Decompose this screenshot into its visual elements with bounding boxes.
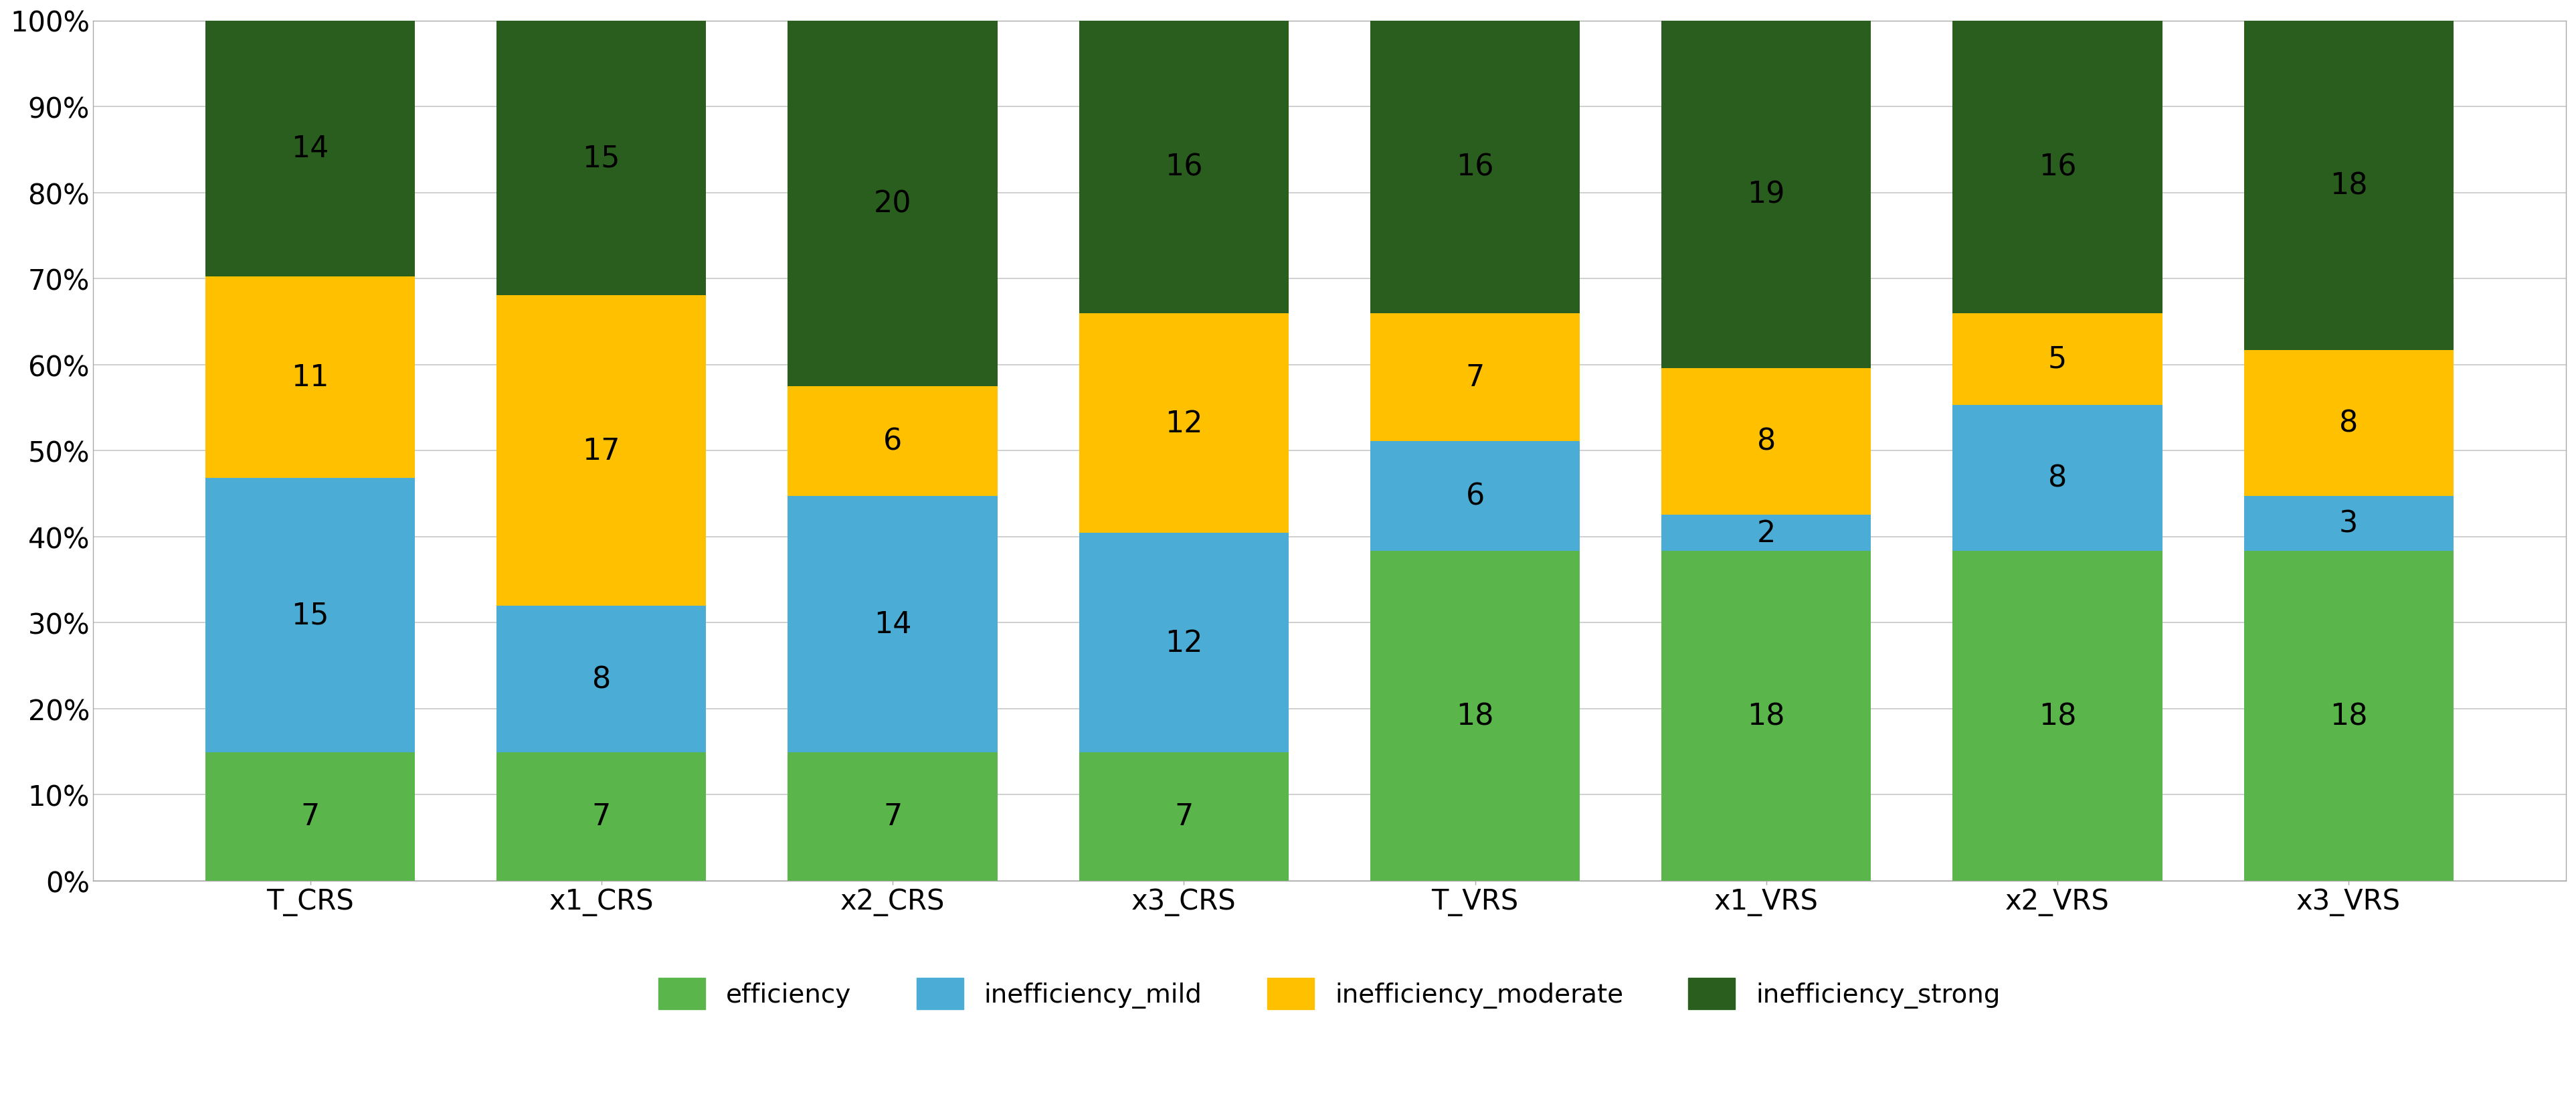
Bar [206, 478, 415, 753]
Text: 19: 19 [1747, 181, 1785, 210]
Bar [497, 607, 706, 753]
Bar [788, 387, 997, 497]
Text: 15: 15 [582, 144, 621, 173]
Text: 6: 6 [884, 427, 902, 456]
Text: 6: 6 [1466, 482, 1484, 511]
Bar [1662, 368, 1870, 515]
Bar [206, 277, 415, 478]
Text: 8: 8 [592, 665, 611, 694]
Bar [1370, 314, 1579, 441]
Bar [497, 295, 706, 607]
Bar [1370, 21, 1579, 314]
Bar [1079, 21, 1288, 314]
Text: 16: 16 [1455, 153, 1494, 182]
Text: 18: 18 [1747, 702, 1785, 731]
Bar [1953, 405, 2161, 551]
Text: 11: 11 [291, 364, 330, 393]
Bar [2244, 551, 2452, 881]
Legend: efficiency, inefficiency_mild, inefficiency_moderate, inefficiency_strong: efficiency, inefficiency_mild, inefficie… [647, 965, 2014, 1022]
Text: 17: 17 [582, 437, 621, 466]
Text: 7: 7 [884, 802, 902, 831]
Text: 18: 18 [2329, 702, 2367, 731]
Bar [1079, 533, 1288, 753]
Bar [1370, 441, 1579, 551]
Bar [206, 753, 415, 881]
Text: 2: 2 [1757, 519, 1775, 548]
Text: 18: 18 [2038, 702, 2076, 731]
Text: 12: 12 [1164, 629, 1203, 658]
Text: 7: 7 [1466, 364, 1484, 393]
Text: 8: 8 [2339, 409, 2357, 438]
Bar [1662, 21, 1870, 368]
Text: 15: 15 [291, 601, 330, 630]
Text: 8: 8 [1757, 427, 1775, 456]
Bar [2244, 350, 2452, 497]
Bar [1079, 314, 1288, 533]
Text: 7: 7 [592, 802, 611, 831]
Bar [1370, 551, 1579, 881]
Text: 3: 3 [2339, 510, 2357, 538]
Text: 7: 7 [1175, 802, 1193, 831]
Text: 16: 16 [1164, 153, 1203, 182]
Bar [1953, 314, 2161, 405]
Bar [1662, 515, 1870, 551]
Bar [1953, 551, 2161, 881]
Text: 16: 16 [2038, 153, 2076, 182]
Bar [788, 21, 997, 387]
Text: 18: 18 [1455, 702, 1494, 731]
Text: 5: 5 [2048, 345, 2066, 374]
Bar [1079, 753, 1288, 881]
Text: 8: 8 [2048, 464, 2066, 492]
Bar [1662, 551, 1870, 881]
Bar [788, 753, 997, 881]
Bar [2244, 497, 2452, 551]
Text: 14: 14 [291, 134, 330, 163]
Text: 20: 20 [873, 190, 912, 218]
Bar [2244, 21, 2452, 350]
Text: 7: 7 [301, 802, 319, 831]
Text: 14: 14 [873, 610, 912, 639]
Text: 12: 12 [1164, 409, 1203, 438]
Bar [206, 21, 415, 277]
Bar [497, 21, 706, 295]
Bar [497, 753, 706, 881]
Bar [788, 497, 997, 753]
Bar [1953, 21, 2161, 314]
Text: 18: 18 [2329, 171, 2367, 200]
